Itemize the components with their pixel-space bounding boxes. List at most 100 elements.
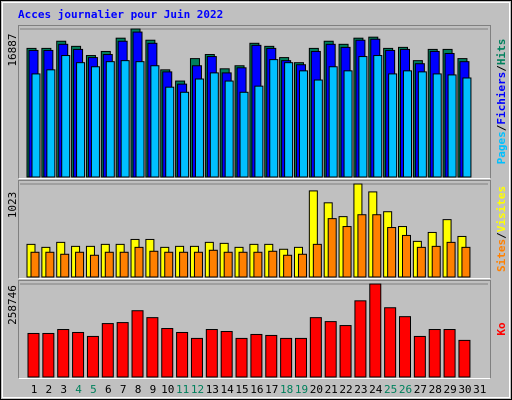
bar [146,317,159,378]
bar [205,329,218,378]
x-tick-label: 11 [176,383,189,396]
bar [458,339,471,378]
bar [354,300,367,378]
bar [61,55,71,178]
bar [193,251,203,278]
bar [27,332,40,378]
bar [46,69,56,178]
bar [120,60,130,178]
x-tick-label: 22 [339,383,352,396]
bar [250,333,263,378]
bar [431,245,441,278]
x-tick-label: 16 [250,383,263,396]
bar [90,66,100,178]
x-tick-label: 12 [191,383,204,396]
bar [372,214,382,278]
x-tick-label: 13 [206,383,219,396]
bar [176,331,189,378]
bar [60,253,70,278]
bar [135,61,145,178]
legend-entry: Sites [495,239,508,272]
bar [369,283,382,378]
x-tick-label: 3 [60,383,67,396]
bar [104,251,114,278]
legend-entry: Fichiers [495,72,508,125]
bar [268,250,278,278]
bar [75,251,85,278]
bar [342,226,352,278]
bar [149,250,159,278]
bar [30,251,40,278]
x-tick-label: 9 [150,383,157,396]
bar [116,322,129,378]
bar [413,335,426,378]
bar [31,73,41,178]
bar [72,331,85,378]
bar [239,91,249,178]
y-tick-label: 258746 [6,285,19,325]
x-tick-label: 24 [369,383,383,396]
bar [253,251,263,278]
bar [402,234,411,278]
bar [45,251,55,278]
bar [209,72,219,178]
y-tick-label: 16887 [6,33,19,66]
bar [254,85,264,178]
legend-separator: / [495,124,508,131]
legend-separator: / [495,232,508,239]
bar [164,251,174,278]
bar [297,253,307,278]
bar [180,91,190,178]
x-tick-label: 4 [75,383,82,396]
bar [387,227,397,278]
bar [190,337,203,378]
bar [312,243,322,278]
bar [388,73,398,178]
bar [76,62,86,178]
bar [462,77,472,178]
legend-entry: Visites [495,186,508,232]
bar [238,251,248,278]
x-tick-label: 1 [31,383,38,396]
bar [165,86,175,178]
x-tick-label: 19 [295,383,308,396]
x-tick-label: 29 [443,383,456,396]
x-tick-label: 18 [280,383,293,396]
x-tick-label: 31 [473,383,486,396]
bar [224,80,234,178]
bar [339,325,352,378]
bar [284,62,294,178]
bar [447,74,457,178]
x-tick-label: 27 [414,383,427,396]
bar [328,66,338,178]
bar [161,328,174,378]
bar [417,71,427,178]
x-tick-label: 23 [354,383,367,396]
bar [384,307,397,378]
x-tick-label: 30 [458,383,471,396]
x-tick-label: 6 [105,383,112,396]
y-tick-label: 1023 [6,192,19,219]
x-tick-label: 21 [325,383,338,396]
bar [269,59,279,178]
bar [101,323,114,378]
bar [223,251,233,278]
x-tick-label: 14 [221,383,235,396]
x-tick-label: 5 [90,383,97,396]
legend-separator: / [495,65,508,72]
bar [416,246,426,278]
legend: Ko [495,322,508,336]
legend-entry: Ko [495,322,508,336]
bar [446,241,456,278]
x-tick-label: 15 [235,383,248,396]
x-tick-label: 10 [161,383,174,396]
x-tick-label: 8 [135,383,142,396]
bar [327,218,337,278]
legend: Pages/Fichiers/Hits [495,39,508,165]
x-tick-label: 28 [429,383,442,396]
bar [265,334,278,378]
bar [399,316,411,378]
bar [57,329,70,378]
